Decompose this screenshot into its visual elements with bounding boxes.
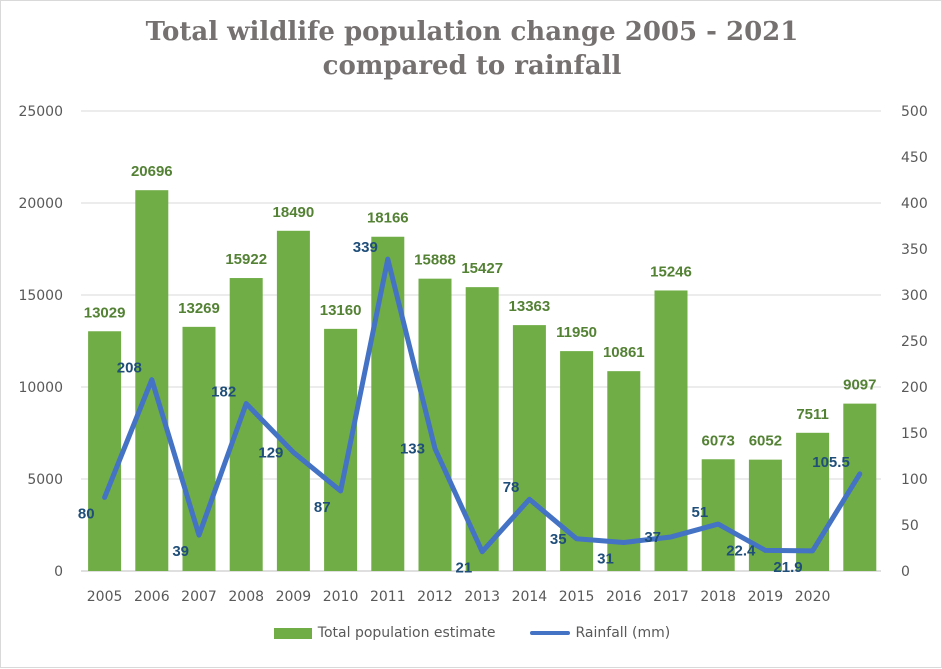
rainfall-line	[102, 256, 863, 555]
rainfall-value-label: 21.9	[773, 559, 802, 576]
left-axis: 0 5000 10000 15000 20000 25000	[18, 104, 63, 580]
y-right-tick-label: 250	[901, 334, 928, 350]
rainfall-value-label: 182	[211, 384, 236, 401]
bar-value-label: 15888	[414, 252, 456, 269]
right-axis: 0 50 100 150 200 250 300 350 400 450 500	[901, 104, 928, 580]
legend-item-population: Total population estimate	[273, 625, 496, 641]
line-series	[102, 256, 863, 555]
bar-value-label: 15427	[461, 260, 503, 277]
x-tick-label: 2015	[559, 589, 595, 605]
rainfall-value-label: 129	[258, 444, 283, 461]
bar-value-label: 10861	[603, 344, 645, 361]
bar	[512, 325, 546, 571]
chart-title-line-2: compared to rainfall	[322, 51, 622, 81]
bar-value-label: 9097	[843, 377, 876, 394]
bar-value-label: 11950	[556, 324, 597, 341]
bar-value-label: 6073	[702, 432, 735, 449]
bar-series	[88, 190, 877, 571]
bar-value-label: 20696	[131, 163, 173, 180]
bar-value-label: 18166	[367, 210, 409, 227]
bar	[701, 459, 735, 571]
x-tick-label: 2017	[653, 589, 689, 605]
x-tick-label: 2006	[134, 589, 170, 605]
x-tick-label: 2019	[748, 589, 784, 605]
x-tick-label: 2009	[276, 589, 312, 605]
chart-title: Total wildlife population change 2005 - …	[1, 15, 942, 83]
y-left-tick-label: 5000	[27, 472, 63, 488]
rainfall-value-label: 39	[172, 543, 189, 560]
y-left-tick-label: 0	[54, 564, 63, 580]
x-axis: 2005 2006 2007 2008 2009 2010 2011 2012 2013 2014…	[87, 589, 831, 605]
bar-value-label: 13160	[320, 302, 362, 319]
rainfall-value-label: 87	[314, 499, 331, 516]
bar	[654, 290, 688, 571]
rainfall-value-label: 105.5	[812, 454, 850, 471]
y-right-tick-label: 150	[901, 426, 928, 442]
x-tick-label: 2013	[464, 589, 500, 605]
rainfall-value-label: 133	[400, 441, 425, 458]
bar	[324, 328, 358, 571]
bar	[843, 403, 877, 571]
bar	[371, 236, 405, 571]
x-tick-label: 2014	[512, 589, 548, 605]
x-tick-label: 2007	[181, 589, 217, 605]
legend-swatch-bar	[273, 627, 312, 639]
rainfall-value-label: 35	[550, 531, 567, 548]
bar	[418, 278, 452, 571]
y-right-tick-label: 0	[901, 564, 910, 580]
y-left-tick-label: 25000	[18, 104, 63, 120]
bar-value-label: 13363	[509, 298, 551, 315]
rainfall-value-label: 37	[644, 529, 661, 546]
rainfall-value-label: 22.4	[726, 542, 756, 559]
bar	[88, 331, 122, 571]
y-right-tick-label: 450	[901, 150, 928, 166]
y-right-tick-label: 100	[901, 472, 928, 488]
bar	[607, 371, 641, 571]
rainfall-value-label: 78	[503, 479, 520, 496]
x-tick-label: 2011	[370, 589, 406, 605]
bar-value-label: 15246	[650, 263, 692, 280]
y-right-tick-label: 350	[901, 242, 928, 258]
x-tick-label: 2020	[795, 589, 831, 605]
y-right-tick-label: 200	[901, 380, 928, 396]
bar-value-label: 15922	[225, 251, 267, 268]
legend-item-rainfall: Rainfall (mm)	[529, 625, 671, 641]
y-left-tick-label: 10000	[18, 380, 63, 396]
chart-title-line-1: Total wildlife population change 2005 - …	[145, 17, 799, 47]
bar-value-label: 7511	[796, 406, 829, 423]
x-tick-label: 2016	[606, 589, 642, 605]
y-left-tick-label: 20000	[18, 196, 63, 212]
legend: Total population estimate Rainfall (mm)	[1, 625, 942, 641]
y-right-tick-label: 50	[901, 518, 919, 534]
rainfall-value-label: 21	[456, 560, 473, 577]
legend-label-population: Total population estimate	[317, 625, 496, 641]
rainfall-value-label: 31	[597, 550, 614, 567]
legend-label-rainfall: Rainfall (mm)	[575, 625, 671, 641]
bar-value-label: 13029	[84, 304, 126, 321]
bar	[229, 278, 263, 571]
x-tick-label: 2005	[87, 589, 123, 605]
x-tick-label: 2010	[323, 589, 359, 605]
bar-data-labels: 13029 20696 13269 15922 18490 13160 18166 15888…	[84, 163, 877, 449]
bar-value-label: 13269	[178, 300, 220, 317]
bar-value-label: 6052	[749, 433, 782, 450]
x-tick-label: 2008	[228, 589, 264, 605]
line-data-labels: 80 208 39 182 129 87 339 133 21 78 35 31 37 51 22.4 21.…	[78, 239, 850, 577]
rainfall-value-label: 51	[692, 504, 709, 521]
rainfall-value-label: 208	[117, 360, 142, 377]
x-tick-label: 2012	[417, 589, 453, 605]
y-left-tick-label: 15000	[18, 288, 63, 304]
bar-value-label: 18490	[273, 204, 315, 221]
bar	[276, 230, 310, 571]
bar	[560, 351, 594, 571]
rainfall-value-label: 339	[353, 239, 378, 256]
rainfall-value-label: 80	[78, 505, 95, 522]
y-right-tick-label: 400	[901, 196, 928, 212]
legend-swatch-line	[529, 631, 570, 635]
x-tick-label: 2018	[700, 589, 736, 605]
y-right-tick-label: 500	[901, 104, 928, 120]
y-right-tick-label: 300	[901, 288, 928, 304]
